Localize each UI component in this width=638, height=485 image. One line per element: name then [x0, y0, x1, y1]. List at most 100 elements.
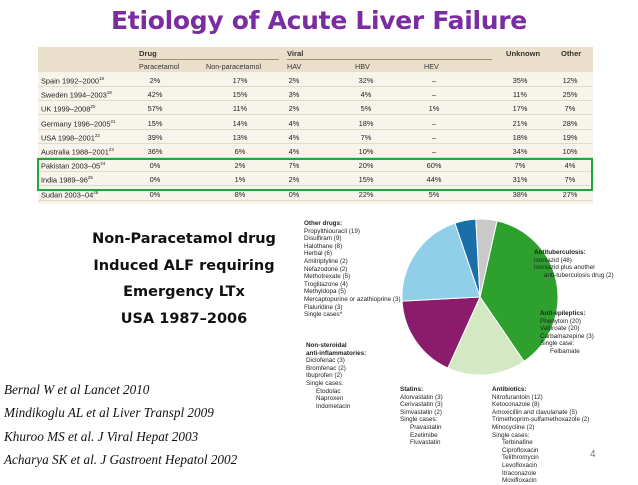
label-item: Ibuprofen (2)	[306, 372, 343, 380]
row-cell: 4%	[564, 161, 576, 171]
label-item: Amoxicillin and clavulanate (5)	[492, 408, 578, 416]
label-item: Single case:	[540, 340, 575, 348]
table-row: Germany 1996–200521 15% 14% 4% 18% – 21% 28%	[38, 118, 593, 130]
label-antibiotics: Antibiotics: Nitrofurantoin (12) Ketoconaz…	[492, 386, 589, 485]
row-ref: 19	[106, 90, 112, 96]
row-cell: 2%	[234, 161, 246, 171]
pie-slice	[479, 220, 559, 363]
table-row: Australia 1988–200123 36% 6% 4% 10% – 34% 10%	[38, 146, 593, 158]
table-row: UK 1999–200820 57% 11% 2% 5% 1% 17% 7%	[38, 103, 593, 116]
row-cell: 22%	[358, 189, 374, 199]
subheader-hav: HAV	[287, 62, 302, 71]
row-region: India 1989–9625	[41, 175, 93, 185]
label-title: Non-steroidal	[306, 342, 347, 349]
viral-underline	[287, 59, 492, 60]
row-cell: –	[431, 147, 437, 156]
row-cell: 11%	[512, 90, 528, 100]
label-anti-epileptics: Anti-epileptics: Phenytoin (20) Valproate …	[540, 310, 594, 356]
row-ref: 24	[100, 161, 106, 167]
label-title: Antibiotics:	[492, 386, 527, 393]
row-cell: 13%	[232, 132, 248, 142]
row-cell: 44%	[426, 175, 442, 185]
label-item: Mercaptopurine or azathioprine (3)	[304, 295, 401, 303]
row-cell: 7%	[514, 161, 526, 171]
label-item: Carbamazepine (3)	[540, 332, 594, 340]
row-cell: 4%	[288, 147, 300, 156]
row-cell: 27%	[562, 189, 578, 199]
row-cell: 42%	[147, 90, 163, 100]
header-other: Other	[561, 49, 582, 58]
row-region: Pakistan 2003–0524	[41, 161, 106, 171]
row-cell: 28%	[562, 118, 578, 128]
row-cell: 60%	[426, 161, 442, 171]
reference-item: Bernal W et al Lancet 2010	[4, 382, 150, 397]
table-row: Sudan 2003–0426 0% 8% 0% 22% 5% 38% 27%	[38, 189, 593, 201]
reference-item: Khuroo MS et al. J Viral Hepat 2003	[4, 428, 199, 444]
page-number: 4	[590, 449, 596, 460]
ltx-line: Emergency LTx	[123, 284, 245, 300]
label-title: Other drugs:	[304, 220, 343, 227]
row-cell: 7%	[564, 104, 576, 114]
subheader-non-paracetamol: Non-paracetamol	[206, 62, 262, 71]
label-item: Valproate (20)	[540, 325, 580, 333]
row-region: USA 1998–200122	[41, 132, 100, 143]
row-cell: 7%	[360, 132, 372, 142]
row-cell: –	[431, 118, 437, 128]
ltx-line: Non-Paracetamol drug	[92, 231, 276, 247]
header-unknown: Unknown	[506, 49, 541, 58]
label-item: Atorvastatin (3)	[400, 393, 443, 401]
label-item: Amitriptyline (2)	[304, 257, 348, 265]
label-item: Herbal (6)	[304, 250, 332, 258]
label-item: Simvastatin (2)	[400, 408, 442, 416]
row-cell: 4%	[288, 118, 300, 128]
references: Bernal W et al Lancet 2010 Mindikoglu AL…	[4, 378, 237, 472]
label-item: Moxifloxacin	[502, 477, 537, 485]
row-cell: 4%	[360, 90, 372, 100]
table-header-groups	[38, 47, 593, 60]
header-viral: Viral	[287, 49, 304, 58]
row-ref: 20	[90, 104, 96, 110]
row-cell: 0%	[288, 189, 300, 199]
label-item: Flaluridine (3)	[304, 303, 343, 311]
row-cell: 21%	[512, 118, 528, 128]
label-item: Telithromycin	[502, 454, 539, 462]
row-cell: 57%	[147, 104, 163, 114]
label-antituberculosis: Antituberculosis: Isoniazid (48) Isoniazid…	[534, 249, 614, 279]
row-region: Australia 1988–200123	[41, 147, 114, 157]
table-row: Pakistan 2003–0524 0% 2% 7% 20% 60% 7% 4%	[38, 160, 593, 173]
row-cell: –	[431, 90, 437, 100]
row-cell: 5%	[428, 189, 440, 199]
label-nsaids: Non-steroidal anti-inflammatories: Diclofe…	[306, 342, 366, 410]
row-cell: 35%	[512, 76, 528, 85]
row-cell: 10%	[562, 147, 578, 156]
label-item: Cerivastatin (3)	[400, 401, 443, 409]
subheader-hev: HEV	[424, 62, 439, 71]
row-cell: 12%	[562, 76, 578, 85]
label-item: Ciprofloxacin	[502, 446, 539, 454]
row-cell: 25%	[562, 90, 578, 100]
reference-item: Acharya SK et al. J Gastroent Hepatol 20…	[4, 452, 238, 468]
label-item: Bromfenac (2)	[306, 364, 346, 372]
row-cell: 5%	[360, 104, 372, 114]
label-item: Naproxen	[316, 395, 344, 403]
row-ref: 21	[110, 118, 116, 124]
label-item: Isoniazid plus another	[534, 264, 596, 272]
label-item: Halothane (8)	[304, 242, 343, 250]
row-cell: 8%	[234, 189, 246, 199]
row-cell: 15%	[147, 118, 163, 128]
row-cell: 7%	[288, 161, 300, 171]
pie-slice	[401, 296, 481, 369]
label-item: Terbinafine	[502, 439, 533, 447]
drug-underline	[139, 59, 279, 60]
pie-slice	[401, 222, 481, 302]
label-item: Troglitazone (4)	[304, 280, 348, 288]
label-item: Nitrofurantoin (12)	[492, 393, 543, 401]
row-ref: 18	[98, 76, 104, 81]
row-cell: 36%	[147, 147, 163, 156]
label-item: Itraconazole	[502, 469, 537, 477]
row-cell: 2%	[288, 175, 300, 185]
row-cell: 15%	[232, 90, 248, 100]
row-ref: 23	[108, 147, 114, 152]
row-cell: 19%	[562, 132, 578, 142]
row-ref: 25	[87, 175, 93, 181]
